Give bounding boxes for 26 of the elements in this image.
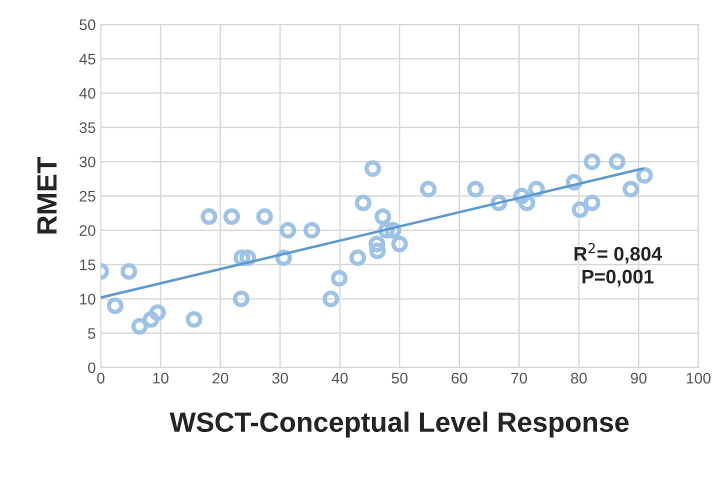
y-tick-label: 45 [79,54,96,64]
x-tick-label: 0 [97,372,104,384]
x-axis-title: WSCT-Conceptual Level Response [170,412,629,438]
x-tick-label: 10 [153,372,168,384]
y-tick-label: 50 [80,19,96,30]
y-tick-label: 30 [80,156,96,168]
x-tick-label: 50 [392,372,408,384]
annotation: R$^{2}$= 0,804 [574,242,662,264]
y-tick-label: 10 [80,294,96,305]
x-tick-label: 40 [332,372,348,384]
y-tick-label: 15 [80,260,96,270]
x-tick-label: 20 [212,372,228,384]
x-tick-label: 80 [571,372,587,384]
annotation: P=0,001 [582,270,654,286]
x-tick-label: 100 [686,372,711,384]
y-tick-label: 25 [80,190,96,202]
x-tick-label: 60 [452,372,468,384]
x-tick-label: 70 [511,372,528,384]
y-axis-title: RMET [37,156,57,234]
y-tick-label: 40 [79,88,96,99]
y-tick-label: 5 [88,328,96,339]
y-tick-label: 20 [80,225,96,236]
y-tick-label: 0 [88,362,96,374]
x-tick-label: 30 [272,372,288,384]
x-tick-label: 90 [630,372,647,384]
y-tick-label: 35 [80,122,96,134]
